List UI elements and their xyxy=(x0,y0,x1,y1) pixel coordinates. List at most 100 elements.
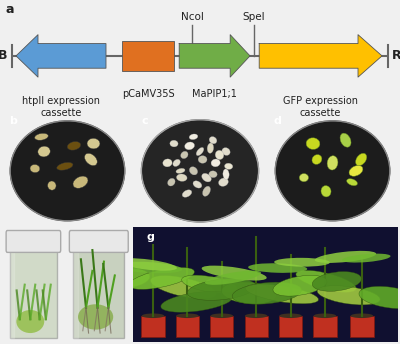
FancyBboxPatch shape xyxy=(210,316,234,336)
Ellipse shape xyxy=(198,156,207,163)
Text: NcoI: NcoI xyxy=(180,12,204,22)
Ellipse shape xyxy=(16,310,44,333)
Ellipse shape xyxy=(312,272,362,291)
Ellipse shape xyxy=(48,181,56,190)
FancyBboxPatch shape xyxy=(73,250,124,338)
Ellipse shape xyxy=(315,251,376,263)
Ellipse shape xyxy=(168,178,175,186)
Ellipse shape xyxy=(189,134,198,140)
Ellipse shape xyxy=(210,313,233,318)
Ellipse shape xyxy=(224,163,233,169)
Ellipse shape xyxy=(57,162,73,170)
Ellipse shape xyxy=(129,268,194,289)
Ellipse shape xyxy=(150,276,216,299)
Ellipse shape xyxy=(215,150,224,160)
Ellipse shape xyxy=(190,167,198,175)
Ellipse shape xyxy=(196,148,204,155)
Ellipse shape xyxy=(209,171,217,178)
Ellipse shape xyxy=(176,313,199,318)
Ellipse shape xyxy=(202,173,211,182)
Text: e: e xyxy=(6,232,13,241)
Ellipse shape xyxy=(347,179,358,186)
Text: c: c xyxy=(142,116,148,126)
Ellipse shape xyxy=(317,286,380,305)
Ellipse shape xyxy=(205,271,261,285)
Text: d: d xyxy=(274,116,282,126)
Ellipse shape xyxy=(203,186,210,196)
Ellipse shape xyxy=(223,169,229,180)
Ellipse shape xyxy=(222,148,230,155)
Ellipse shape xyxy=(176,174,187,181)
Ellipse shape xyxy=(84,153,97,165)
Ellipse shape xyxy=(356,153,367,166)
FancyBboxPatch shape xyxy=(10,250,57,338)
Ellipse shape xyxy=(181,151,188,159)
Ellipse shape xyxy=(30,164,40,173)
Text: SpeI: SpeI xyxy=(243,12,265,22)
Polygon shape xyxy=(179,35,250,77)
Ellipse shape xyxy=(349,165,363,176)
Ellipse shape xyxy=(161,291,233,312)
Ellipse shape xyxy=(273,275,327,296)
Polygon shape xyxy=(16,35,106,77)
Ellipse shape xyxy=(202,266,267,280)
Text: MaPIP1;1: MaPIP1;1 xyxy=(192,89,237,99)
FancyBboxPatch shape xyxy=(244,316,268,336)
Ellipse shape xyxy=(246,284,318,304)
Ellipse shape xyxy=(207,143,214,153)
Ellipse shape xyxy=(296,270,356,292)
FancyBboxPatch shape xyxy=(313,316,336,336)
Ellipse shape xyxy=(245,313,267,318)
Ellipse shape xyxy=(182,190,192,197)
FancyBboxPatch shape xyxy=(176,316,199,336)
Ellipse shape xyxy=(185,142,194,150)
Ellipse shape xyxy=(67,141,81,150)
Ellipse shape xyxy=(218,178,228,186)
Ellipse shape xyxy=(222,282,276,304)
FancyBboxPatch shape xyxy=(279,316,302,336)
Ellipse shape xyxy=(299,174,308,182)
Ellipse shape xyxy=(38,146,50,157)
Ellipse shape xyxy=(182,275,237,293)
Ellipse shape xyxy=(274,258,330,267)
Text: pCaMV35S: pCaMV35S xyxy=(122,89,174,99)
Ellipse shape xyxy=(340,133,351,147)
Ellipse shape xyxy=(312,154,322,164)
Ellipse shape xyxy=(87,138,100,149)
Text: g: g xyxy=(146,232,154,241)
Ellipse shape xyxy=(193,181,202,188)
Ellipse shape xyxy=(163,159,172,167)
Ellipse shape xyxy=(142,313,164,318)
Ellipse shape xyxy=(314,313,336,318)
Ellipse shape xyxy=(327,156,338,170)
Ellipse shape xyxy=(78,304,113,330)
FancyBboxPatch shape xyxy=(6,230,61,252)
Bar xyxy=(122,41,174,71)
Ellipse shape xyxy=(173,159,180,166)
Ellipse shape xyxy=(342,254,390,262)
Ellipse shape xyxy=(359,286,400,309)
Ellipse shape xyxy=(279,313,302,318)
Ellipse shape xyxy=(187,279,256,300)
Ellipse shape xyxy=(232,282,302,304)
Ellipse shape xyxy=(170,140,178,147)
Circle shape xyxy=(142,120,258,222)
Ellipse shape xyxy=(306,138,320,149)
Ellipse shape xyxy=(209,137,217,144)
Ellipse shape xyxy=(248,263,307,273)
Ellipse shape xyxy=(117,258,177,271)
Text: f: f xyxy=(70,232,75,241)
Text: RB: RB xyxy=(392,50,400,62)
FancyBboxPatch shape xyxy=(69,230,128,252)
FancyBboxPatch shape xyxy=(350,316,374,336)
Text: a: a xyxy=(6,3,14,17)
Text: LB: LB xyxy=(0,50,8,62)
Ellipse shape xyxy=(351,313,373,318)
Ellipse shape xyxy=(321,186,331,197)
Ellipse shape xyxy=(176,168,185,173)
Circle shape xyxy=(10,121,125,221)
Ellipse shape xyxy=(35,133,48,140)
Ellipse shape xyxy=(115,262,182,273)
FancyBboxPatch shape xyxy=(141,316,165,336)
Ellipse shape xyxy=(73,176,88,188)
